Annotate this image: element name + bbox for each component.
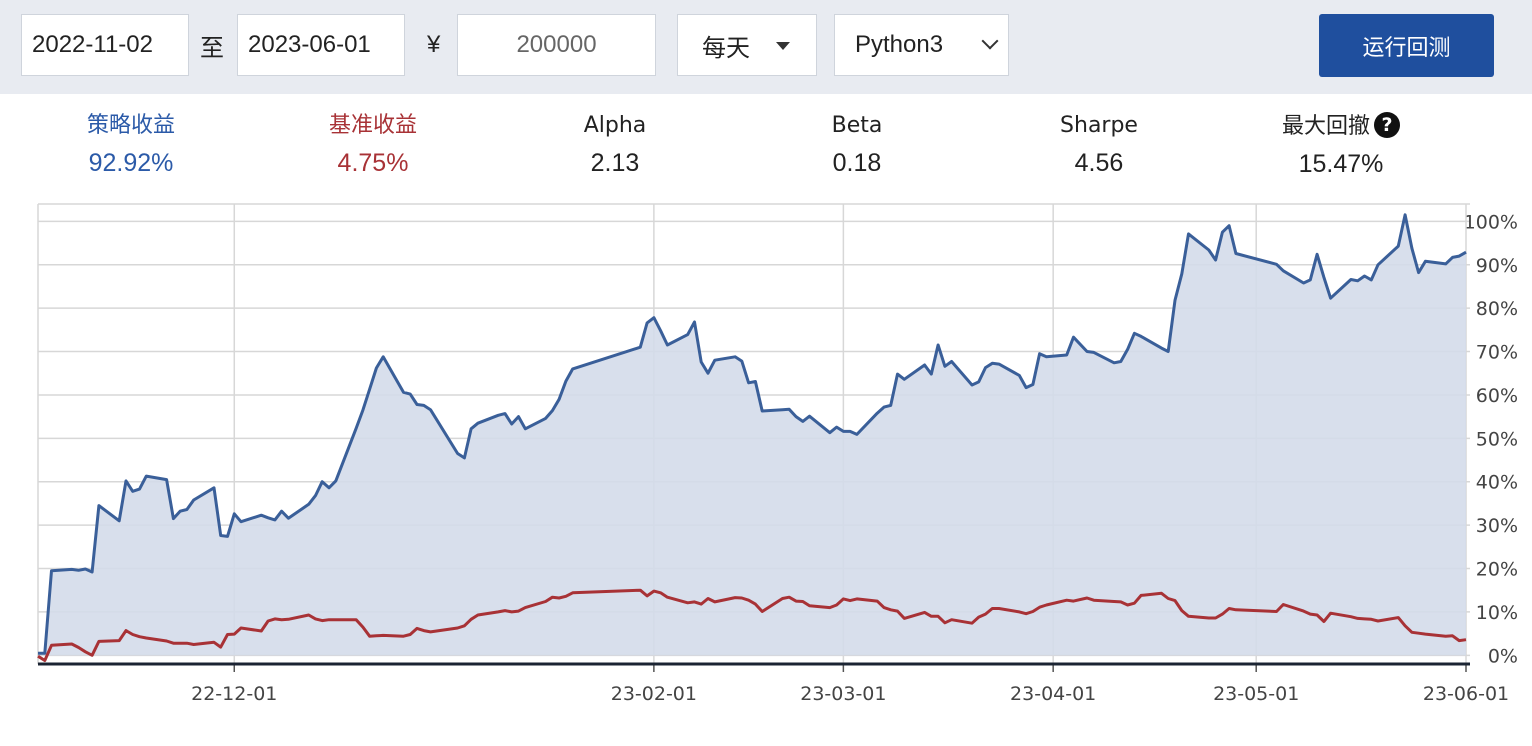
stat-label: Alpha [583, 113, 647, 138]
help-icon[interactable]: ? [1374, 112, 1400, 138]
stat-value: 2.13 [590, 149, 640, 177]
stat-max-drawdown: 最大回撤? 15.47% [1221, 112, 1461, 181]
x-tick-label: 23-02-01 [611, 683, 697, 705]
stat-label: Sharpe [1060, 113, 1138, 138]
chevron-down-icon [981, 32, 999, 50]
returns-chart: 0% 10% 20% 30% 40% 50% 60% 70% 80% 90% 100% 22-12-0… [37, 203, 1518, 705]
x-tick-label: 23-06-01 [1423, 683, 1509, 705]
stat-value: 0.18 [832, 149, 882, 177]
backtest-toolbar: 2022-11-02 至 2023-06-01 ¥ 200000 每天 Pyth… [0, 0, 1532, 94]
frequency-value: 每天 [702, 33, 750, 62]
stat-value: 4.75% [337, 149, 409, 177]
stat-beta: Beta 0.18 [737, 112, 977, 180]
benchmark-line [37, 588, 1467, 662]
stats-panel: 策略收益 92.92% 基准收益 4.75% Alpha 2.13 Beta 0… [0, 112, 1532, 192]
stat-sharpe: Sharpe 4.56 [979, 112, 1219, 180]
caret-down-icon [776, 42, 790, 50]
stat-label: 基准收益 [328, 113, 417, 138]
x-tick-label: 23-05-01 [1213, 683, 1299, 705]
end-date-input[interactable]: 2023-06-01 [237, 14, 405, 76]
y-tick-label: 60% [1476, 385, 1518, 407]
stat-label: 最大回撤 [1281, 114, 1370, 139]
language-value: Python3 [855, 31, 944, 58]
currency-symbol: ¥ [427, 31, 441, 58]
capital-input[interactable]: 200000 [457, 14, 656, 76]
stat-benchmark-return: 基准收益 4.75% [253, 112, 493, 180]
x-tick-label: 23-04-01 [1010, 683, 1096, 705]
y-tick-label: 90% [1476, 255, 1518, 277]
y-tick-label: 40% [1476, 472, 1518, 494]
start-date-input[interactable]: 2022-11-02 [21, 14, 189, 76]
stat-value: 92.92% [88, 149, 174, 177]
x-tick-label: 22-12-01 [191, 683, 277, 705]
language-select[interactable]: Python3 [834, 14, 1009, 76]
y-tick-label: 10% [1476, 602, 1518, 624]
stat-value: 15.47% [1298, 150, 1384, 178]
date-range-separator: 至 [200, 34, 224, 62]
y-tick-label: 50% [1476, 428, 1518, 450]
strategy-area [38, 214, 1466, 656]
stat-label: 策略收益 [86, 113, 175, 138]
y-tick-label: 30% [1476, 515, 1518, 537]
strategy-line [38, 213, 1467, 655]
y-tick-label: 100% [1464, 211, 1518, 233]
stat-label: Beta [831, 113, 883, 138]
x-tick-label: 23-03-01 [800, 683, 886, 705]
stat-strategy-return: 策略收益 92.92% [11, 112, 251, 180]
y-tick-label: 0% [1488, 645, 1518, 667]
frequency-select[interactable]: 每天 [677, 14, 817, 76]
y-tick-label: 20% [1476, 559, 1518, 581]
stat-value: 4.56 [1074, 149, 1124, 177]
run-backtest-button[interactable]: 运行回测 [1319, 14, 1494, 77]
stat-alpha: Alpha 2.13 [495, 112, 735, 180]
y-tick-label: 80% [1476, 298, 1518, 320]
y-tick-label: 70% [1476, 342, 1518, 364]
